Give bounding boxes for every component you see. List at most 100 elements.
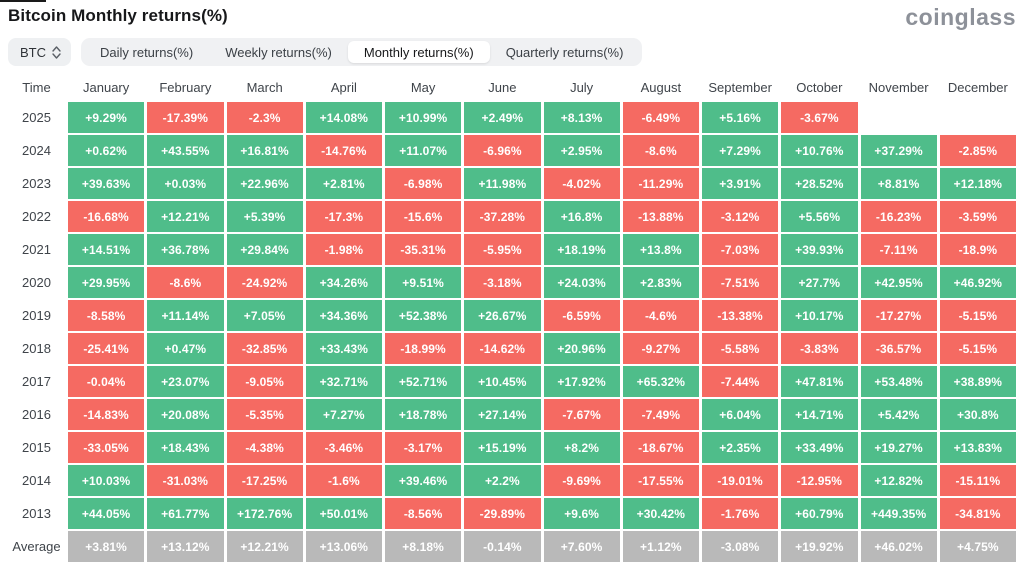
col-header-october: October <box>796 79 843 95</box>
return-cell: -3.08% <box>702 531 779 562</box>
return-cell: +20.96% <box>543 333 620 364</box>
return-cell: +46.92% <box>939 267 1016 298</box>
return-cell: -6.49% <box>622 102 699 133</box>
return-cell: +13.06% <box>305 531 382 562</box>
col-header-july: July <box>570 79 594 95</box>
return-cell: -8.6% <box>622 135 699 166</box>
return-cell: -9.69% <box>543 465 620 496</box>
return-cell: -5.35% <box>226 399 303 430</box>
return-cell: +11.07% <box>385 135 462 166</box>
return-cell: -18.67% <box>622 432 699 463</box>
return-cell: +0.03% <box>147 168 224 199</box>
return-cell: -3.67% <box>781 102 858 133</box>
return-cell: +34.26% <box>305 267 382 298</box>
return-cell: +13.12% <box>147 531 224 562</box>
return-cell: +33.49% <box>781 432 858 463</box>
return-cell: +2.35% <box>702 432 779 463</box>
return-cell: -4.6% <box>622 300 699 331</box>
return-cell: -7.51% <box>702 267 779 298</box>
tab-monthly-returns[interactable]: Monthly returns(%) <box>347 41 490 63</box>
return-cell: -24.92% <box>226 267 303 298</box>
return-cell: -7.44% <box>702 366 779 397</box>
return-cell: +19.92% <box>781 531 858 562</box>
coin-selector[interactable]: BTC <box>8 38 71 66</box>
return-cell: +26.67% <box>464 300 541 331</box>
return-cell: +12.18% <box>939 168 1016 199</box>
return-cell-empty <box>940 102 1016 133</box>
return-cell: -6.98% <box>385 168 462 199</box>
return-cell: +10.76% <box>781 135 858 166</box>
return-cell: +50.01% <box>305 498 382 529</box>
return-cell: +2.49% <box>464 102 541 133</box>
return-cell: -33.05% <box>68 432 145 463</box>
return-cell: +10.03% <box>68 465 145 496</box>
col-header-february: February <box>159 79 212 95</box>
row-label-average: Average <box>12 539 61 554</box>
return-cell: -36.57% <box>860 333 937 364</box>
return-cell: -3.83% <box>781 333 858 364</box>
return-cell: +65.32% <box>622 366 699 397</box>
return-cell: +29.84% <box>226 234 303 265</box>
tab-weekly-returns[interactable]: Weekly returns(%) <box>225 44 332 60</box>
return-cell: +17.92% <box>543 366 620 397</box>
return-cell: +8.2% <box>543 432 620 463</box>
return-cell: +1.12% <box>622 531 699 562</box>
return-cell: +27.7% <box>781 267 858 298</box>
return-cell: -7.67% <box>543 399 620 430</box>
tab-daily-returns[interactable]: Daily returns(%) <box>100 44 194 60</box>
return-cell: +2.83% <box>622 267 699 298</box>
return-cell: -31.03% <box>147 465 224 496</box>
return-cell: +6.04% <box>702 399 779 430</box>
monthly-returns-table: Time January February March April May June July… <box>8 74 1016 562</box>
row-label-2025: 2025 <box>22 110 51 125</box>
return-cell: -5.15% <box>939 300 1016 331</box>
return-cell: -17.25% <box>226 465 303 496</box>
return-cell: +44.05% <box>68 498 145 529</box>
return-cell: -5.58% <box>702 333 779 364</box>
return-cell: +39.63% <box>68 168 145 199</box>
return-cell: -25.41% <box>68 333 145 364</box>
return-cell: +8.81% <box>860 168 937 199</box>
return-cell: -6.59% <box>543 300 620 331</box>
return-cell: -14.62% <box>464 333 541 364</box>
return-cell: +12.82% <box>860 465 937 496</box>
return-cell: +14.51% <box>68 234 145 265</box>
return-cell: +12.21% <box>226 531 303 562</box>
return-cell: -11.29% <box>622 168 699 199</box>
row-label-2020: 2020 <box>22 275 51 290</box>
return-cell: +46.02% <box>860 531 937 562</box>
return-cell: -9.05% <box>226 366 303 397</box>
row-label-2022: 2022 <box>22 209 51 224</box>
return-cell: -0.04% <box>68 366 145 397</box>
return-cell: -6.96% <box>464 135 541 166</box>
return-cell-empty <box>861 102 937 133</box>
return-cell: -4.02% <box>543 168 620 199</box>
return-cell: -17.3% <box>305 201 382 232</box>
return-cell: +38.89% <box>939 366 1016 397</box>
col-header-may: May <box>410 79 436 95</box>
return-cell: +14.08% <box>305 102 382 133</box>
return-cell: +13.8% <box>622 234 699 265</box>
return-cell: +32.71% <box>305 366 382 397</box>
return-cell: -17.27% <box>860 300 937 331</box>
return-cell: +24.03% <box>543 267 620 298</box>
return-cell: -5.95% <box>464 234 541 265</box>
return-cell: +449.35% <box>860 498 937 529</box>
col-header-january: January <box>83 79 130 95</box>
return-cell: -2.3% <box>226 102 303 133</box>
return-cell: +7.29% <box>702 135 779 166</box>
return-cell: -35.31% <box>385 234 462 265</box>
row-label-2015: 2015 <box>22 440 51 455</box>
return-cell: +7.27% <box>305 399 382 430</box>
return-cell: +36.78% <box>147 234 224 265</box>
return-cell: +0.47% <box>147 333 224 364</box>
return-cell: +16.8% <box>543 201 620 232</box>
col-header-march: March <box>246 79 283 95</box>
row-label-2024: 2024 <box>22 143 51 158</box>
return-cell: +9.51% <box>385 267 462 298</box>
return-cell: -7.11% <box>860 234 937 265</box>
return-cell: -7.49% <box>622 399 699 430</box>
return-cell: +22.96% <box>226 168 303 199</box>
return-cell: -8.58% <box>68 300 145 331</box>
tab-quarterly-returns[interactable]: Quarterly returns(%) <box>505 44 624 60</box>
